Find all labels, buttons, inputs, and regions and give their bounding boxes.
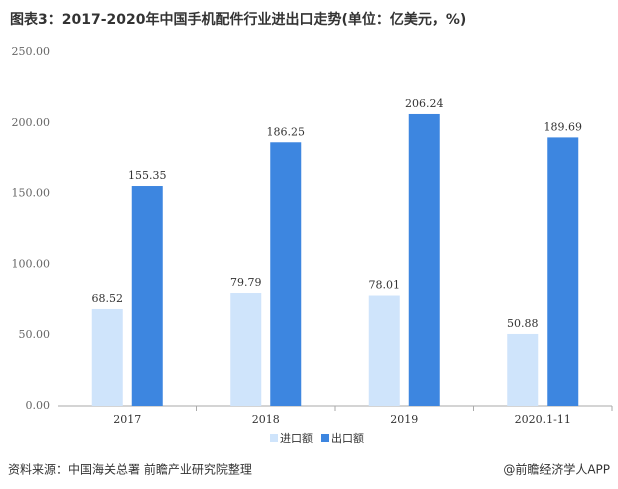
- bar: [91, 308, 123, 406]
- x-tick-label: 2017: [113, 413, 141, 426]
- source: 资料来源：中国海关总署 前瞻产业研究院整理: [8, 462, 252, 477]
- bar: [547, 137, 579, 406]
- legend-swatch: [270, 434, 278, 442]
- value-label: 50.88: [507, 317, 539, 330]
- bar: [408, 113, 440, 406]
- value-label: 78.01: [369, 279, 401, 292]
- bar: [131, 186, 163, 406]
- value-label: 206.24: [405, 97, 444, 110]
- value-label: 79.79: [230, 276, 262, 289]
- chart-title: 图表3：2017-2020年中国手机配件行业进出口走势(单位：亿美元，%): [10, 11, 466, 28]
- x-tick-label: 2020.1-11: [515, 413, 571, 426]
- x-tick-label: 2018: [252, 413, 280, 426]
- y-tick-label: 50.00: [19, 328, 51, 341]
- value-label: 155.35: [128, 169, 167, 182]
- brand: @前瞻经济学人APP: [503, 462, 610, 477]
- legend-label: 进口额: [280, 432, 313, 445]
- y-tick-label: 150.00: [12, 187, 51, 200]
- bar: [368, 295, 400, 406]
- x-tick-label: 2019: [390, 413, 418, 426]
- legend-swatch: [321, 434, 329, 442]
- y-tick-label: 0.00: [26, 399, 51, 412]
- y-tick-label: 100.00: [12, 257, 51, 270]
- value-label: 189.69: [544, 120, 583, 133]
- y-tick-label: 250.00: [12, 45, 51, 58]
- value-label: 68.52: [92, 292, 124, 305]
- value-label: 186.25: [267, 125, 306, 138]
- legend-label: 出口额: [331, 431, 364, 445]
- y-tick-label: 200.00: [12, 116, 51, 129]
- bar: [507, 333, 539, 406]
- bar: [270, 142, 302, 406]
- bar: [230, 293, 262, 406]
